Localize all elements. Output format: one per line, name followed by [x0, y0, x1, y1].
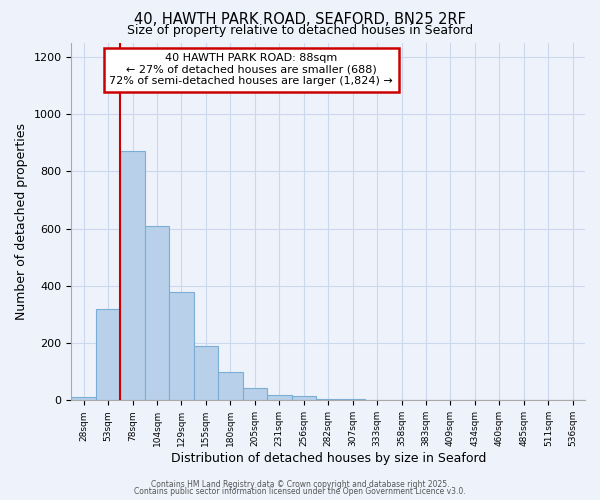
Bar	[340, 399, 365, 400]
Bar	[194, 346, 218, 401]
Bar	[169, 292, 194, 401]
Bar	[71, 398, 96, 400]
Bar	[121, 152, 145, 400]
Text: 40 HAWTH PARK ROAD: 88sqm
← 27% of detached houses are smaller (688)
72% of semi: 40 HAWTH PARK ROAD: 88sqm ← 27% of detac…	[109, 53, 393, 86]
Bar	[267, 394, 292, 400]
Bar	[145, 226, 169, 400]
Text: Contains HM Land Registry data © Crown copyright and database right 2025.: Contains HM Land Registry data © Crown c…	[151, 480, 449, 489]
Text: Contains public sector information licensed under the Open Government Licence v3: Contains public sector information licen…	[134, 487, 466, 496]
Bar	[316, 399, 340, 400]
X-axis label: Distribution of detached houses by size in Seaford: Distribution of detached houses by size …	[170, 452, 486, 465]
Bar	[96, 308, 121, 400]
Text: Size of property relative to detached houses in Seaford: Size of property relative to detached ho…	[127, 24, 473, 37]
Bar	[242, 388, 267, 400]
Y-axis label: Number of detached properties: Number of detached properties	[15, 123, 28, 320]
Text: 40, HAWTH PARK ROAD, SEAFORD, BN25 2RF: 40, HAWTH PARK ROAD, SEAFORD, BN25 2RF	[134, 12, 466, 28]
Bar	[292, 396, 316, 400]
Bar	[218, 372, 242, 400]
